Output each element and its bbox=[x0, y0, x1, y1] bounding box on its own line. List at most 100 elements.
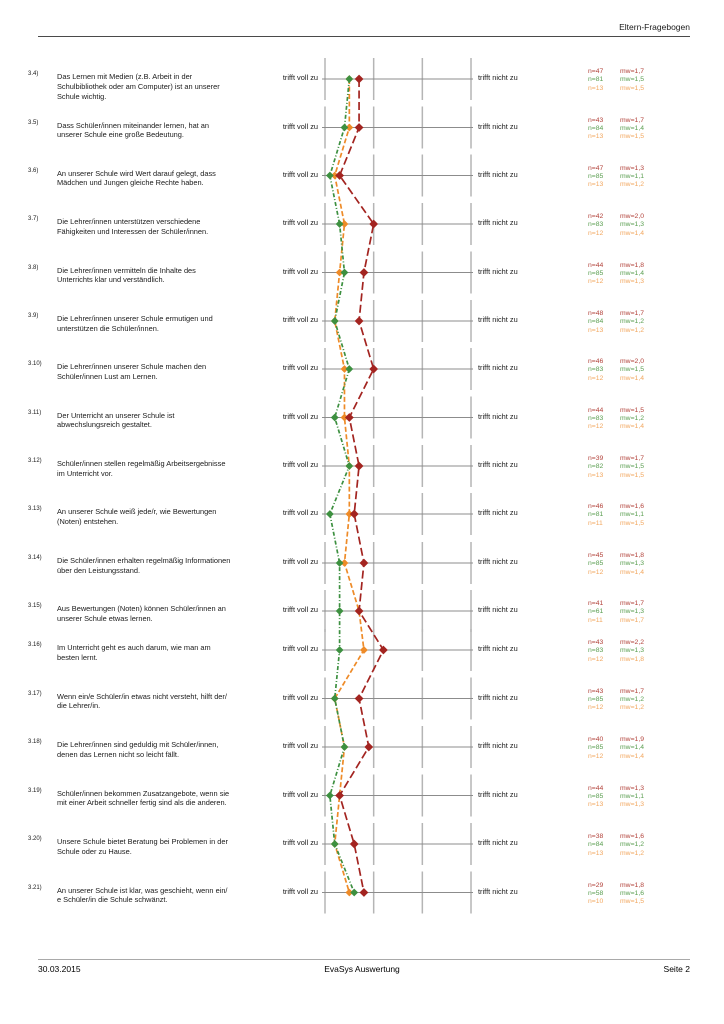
series-green-line bbox=[328, 78, 355, 893]
stat-n: n=47 bbox=[588, 68, 604, 75]
item-statistics: n=41 mw=1,7 n=61 mw=1,3 n=11 mw=1,7 bbox=[588, 600, 644, 625]
stat-mean: mw=1,5 bbox=[620, 406, 644, 414]
stat-row: n=12 mw=1,4 bbox=[588, 753, 644, 761]
scale-label-right: trifft nicht zu bbox=[478, 605, 518, 614]
item-statistics: n=42 mw=2,0 n=83 mw=1,3 n=12 mw=1,4 bbox=[588, 213, 644, 238]
stat-mean: mw=1,1 bbox=[620, 792, 644, 800]
scale-label-left: trifft voll zu bbox=[282, 73, 318, 82]
stat-n: n=39 bbox=[588, 455, 604, 462]
stat-mean: mw=1,5 bbox=[620, 366, 644, 374]
scale-label-left: trifft voll zu bbox=[282, 644, 318, 653]
scale-label-left: trifft voll zu bbox=[282, 266, 318, 276]
stat-mean: mw=1,7 bbox=[620, 310, 644, 317]
stat-mean: mw=1,6 bbox=[620, 833, 644, 840]
series-red-marker bbox=[349, 509, 359, 519]
scale-label-left: trifft voll zu bbox=[282, 218, 318, 227]
stat-row: n=46 mw=2,0 bbox=[588, 358, 644, 366]
stat-n: n=85 bbox=[588, 172, 604, 180]
item-statistics: n=44 mw=1,3 n=85 mw=1,1 n=13 mw=1,3 bbox=[588, 785, 644, 810]
stat-n: n=29 bbox=[588, 881, 604, 889]
series-green-marker bbox=[330, 317, 339, 325]
item-question-text: Die Schüler/innen erhalten regelmäßig In… bbox=[57, 556, 231, 575]
stat-row: n=38 mw=1,6 bbox=[588, 833, 644, 841]
stat-mean: mw=1,5 bbox=[620, 84, 644, 92]
item-question-text: Schüler/innen stellen regelmäßig Arbeits… bbox=[57, 459, 226, 478]
stat-mean: mw=2,0 bbox=[620, 358, 644, 365]
stat-n: n=44 bbox=[588, 784, 604, 792]
item-statistics: n=45 mw=1,8 n=85 mw=1,3 n=12 mw=1,4 bbox=[588, 552, 644, 577]
stat-row: n=43 mw=2,2 bbox=[588, 639, 644, 647]
item-question-text: Die Lehrer/innen unserer Schule ermutige… bbox=[57, 314, 213, 333]
scale-label-left: trifft voll zu bbox=[282, 557, 318, 566]
stat-row: n=13 mw=1,2 bbox=[588, 327, 644, 335]
stat-row: n=29 mw=1,8 bbox=[588, 882, 644, 890]
scale-label-left: trifft voll zu bbox=[282, 605, 318, 614]
stat-row: n=85 mw=1,1 bbox=[588, 173, 644, 181]
series-red-marker bbox=[354, 123, 364, 132]
stat-row: n=10 mw=1,5 bbox=[588, 898, 644, 906]
stat-row: n=61 mw=1,3 bbox=[588, 608, 644, 616]
item-number: 3.12) bbox=[28, 458, 42, 464]
stat-mean: mw=1,7 bbox=[620, 600, 644, 607]
stat-n: n=43 bbox=[588, 116, 604, 124]
stat-row: n=12 mw=1,2 bbox=[588, 704, 644, 712]
stat-row: n=47 mw=1,3 bbox=[588, 165, 644, 173]
series-green-marker bbox=[325, 510, 334, 518]
stat-row: n=85 mw=1,4 bbox=[588, 744, 644, 752]
stat-n: n=85 bbox=[588, 269, 604, 277]
series-red-marker bbox=[354, 694, 364, 703]
stat-row: n=85 mw=1,4 bbox=[588, 270, 644, 278]
stat-n: n=83 bbox=[588, 647, 604, 655]
stat-mean: mw=1,9 bbox=[620, 736, 644, 743]
stat-n: n=44 bbox=[588, 261, 604, 269]
item-statistics: n=48 mw=1,7 n=84 mw=1,2 n=13 mw=1,2 bbox=[588, 310, 644, 335]
series-orange-marker bbox=[330, 171, 339, 180]
series-red-marker bbox=[344, 413, 354, 422]
stat-n: n=46 bbox=[588, 503, 604, 510]
series-green-marker bbox=[335, 607, 344, 615]
scale-label-left: trifft voll zu bbox=[282, 460, 318, 469]
stat-mean: mw=1,4 bbox=[620, 752, 644, 760]
series-red-marker bbox=[369, 364, 379, 374]
stat-n: n=12 bbox=[588, 568, 604, 576]
stat-mean: mw=1,7 bbox=[620, 68, 644, 75]
stat-n: n=13 bbox=[588, 133, 604, 141]
stat-mean: mw=1,7 bbox=[620, 455, 644, 462]
stat-n: n=41 bbox=[588, 600, 604, 607]
series-red-marker bbox=[359, 888, 369, 897]
stat-mean: mw=1,3 bbox=[620, 801, 644, 809]
stat-mean: mw=1,3 bbox=[620, 647, 644, 655]
item-statistics: n=44 mw=1,8 n=85 mw=1,4 n=12 mw=1,3 bbox=[588, 262, 644, 287]
series-green-marker bbox=[335, 646, 344, 654]
stat-n: n=81 bbox=[588, 511, 604, 519]
item-number: 3.19) bbox=[28, 787, 42, 794]
item-statistics: n=43 mw=2,2 n=83 mw=1,3 n=12 mw=1,8 bbox=[588, 639, 644, 664]
stat-n: n=12 bbox=[588, 423, 604, 431]
stat-mean: mw=1,4 bbox=[620, 269, 644, 277]
stat-row: n=39 mw=1,7 bbox=[588, 455, 644, 463]
item-number: 3.11) bbox=[28, 409, 42, 416]
scale-label-right: trifft nicht zu bbox=[478, 218, 518, 227]
series-red-marker bbox=[364, 742, 374, 752]
stat-n: n=48 bbox=[588, 310, 604, 317]
stat-mean: mw=1,5 bbox=[620, 463, 644, 471]
series-orange-marker bbox=[345, 888, 354, 897]
stat-mean: mw=1,4 bbox=[620, 374, 644, 382]
item-question-text: Im Unterricht geht es auch darum, wie ma… bbox=[57, 643, 211, 662]
series-orange-marker bbox=[340, 220, 349, 228]
series-green-marker bbox=[335, 559, 344, 567]
item-question-text: Schüler/innen bekommen Zusatzangebote, w… bbox=[57, 788, 230, 808]
stat-row: n=43 mw=1,7 bbox=[588, 117, 644, 125]
stat-mean: mw=1,2 bbox=[620, 181, 644, 189]
stat-n: n=13 bbox=[588, 801, 604, 809]
stat-row: n=85 mw=1,1 bbox=[588, 793, 644, 801]
stat-mean: mw=1,6 bbox=[620, 889, 644, 897]
series-green-marker bbox=[335, 220, 344, 228]
stat-n: n=85 bbox=[588, 695, 604, 703]
stat-row: n=81 mw=1,5 bbox=[588, 76, 644, 84]
stat-mean: mw=2,2 bbox=[620, 639, 644, 646]
stat-n: n=11 bbox=[588, 616, 603, 624]
stat-mean: mw=1,5 bbox=[620, 898, 644, 906]
stat-mean: mw=1,3 bbox=[620, 608, 644, 616]
